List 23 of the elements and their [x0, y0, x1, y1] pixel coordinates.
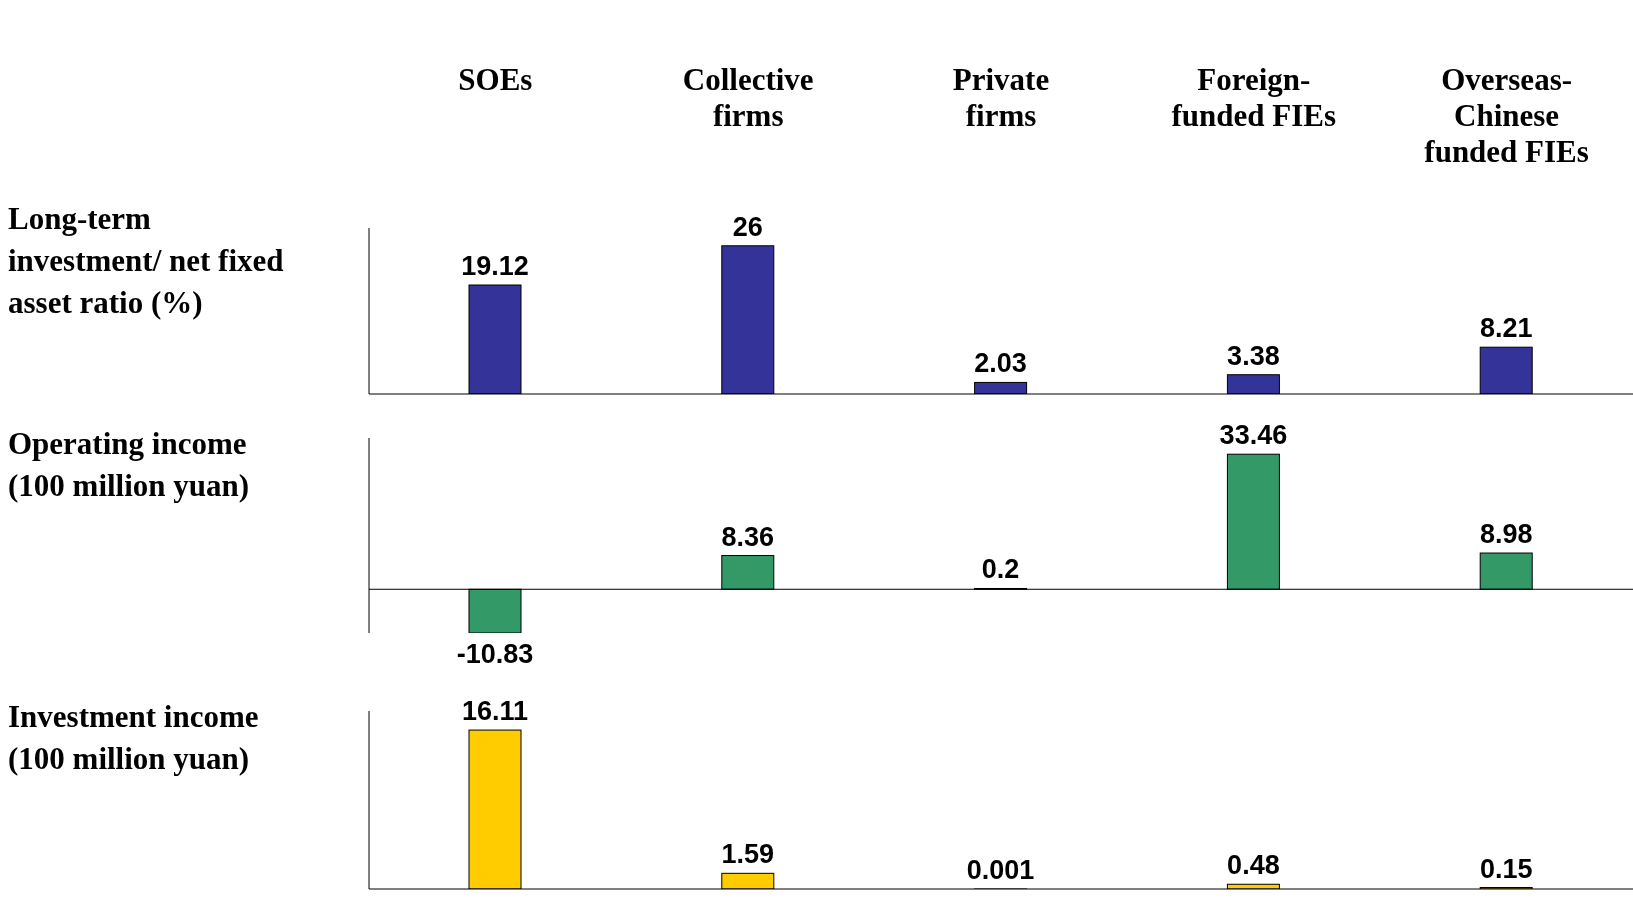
- data-label: 1.59: [721, 839, 775, 870]
- x-tick-label: SOEs: [458, 62, 533, 97]
- data-label: 16.11: [461, 696, 529, 727]
- y-axis-title: Long-term investment/ net fixed asset ratio (%): [8, 200, 285, 322]
- data-label: 0.2: [981, 554, 1020, 585]
- data-label: 26: [732, 211, 763, 242]
- x-tick-label: Collective firms: [682, 62, 814, 133]
- y-axis-title: Operating income (100 million yuan): [8, 425, 251, 505]
- data-label: 8.21: [1479, 313, 1533, 344]
- data-label: 0.48: [1227, 850, 1280, 881]
- data-label: 0.15: [1479, 853, 1533, 884]
- x-tick-label: Private firms: [952, 62, 1050, 133]
- data-label: 19.12: [461, 251, 529, 282]
- x-tick-label: Overseas-Chinese funded FIEs: [1424, 62, 1589, 169]
- y-axis-title: Investment income (100 million yuan): [8, 698, 260, 778]
- data-label: 2.03: [974, 348, 1027, 379]
- data-label: 0.001: [966, 854, 1035, 885]
- x-tick-label: Foreign-funded FIEs: [1171, 62, 1337, 133]
- data-label: 33.46: [1219, 420, 1288, 451]
- data-label: 3.38: [1227, 340, 1280, 371]
- data-label: -10.83: [456, 639, 534, 669]
- data-label: 8.36: [721, 521, 775, 552]
- data-label: 8.98: [1479, 519, 1533, 550]
